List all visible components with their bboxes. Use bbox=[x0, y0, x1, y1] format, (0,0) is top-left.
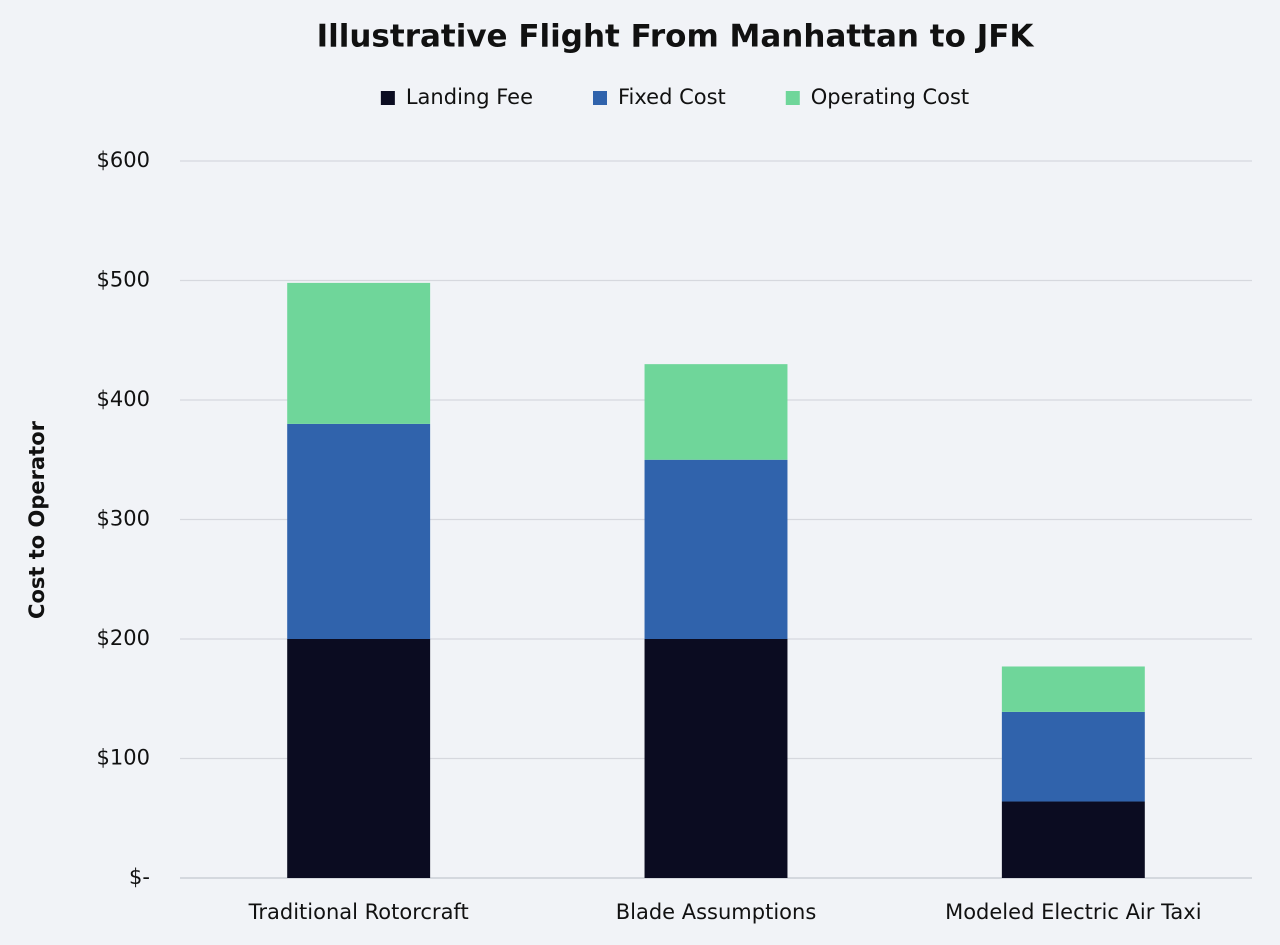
x-tick-label: Blade Assumptions bbox=[616, 900, 817, 924]
x-tick-label: Modeled Electric Air Taxi bbox=[945, 900, 1201, 924]
legend-label: Landing Fee bbox=[406, 85, 533, 109]
y-tick-label: $300 bbox=[97, 507, 150, 531]
bar-segment bbox=[644, 459, 788, 639]
bar-segment bbox=[1001, 666, 1145, 712]
legend-swatch bbox=[785, 91, 800, 105]
bar-segment bbox=[287, 639, 431, 878]
legend-swatch bbox=[593, 91, 607, 105]
y-tick-label: $600 bbox=[97, 148, 150, 172]
bar-segment bbox=[287, 282, 431, 424]
x-tick-label: Traditional Rotorcraft bbox=[248, 900, 469, 924]
legend-swatch bbox=[380, 91, 395, 105]
legend-label: Fixed Cost bbox=[618, 85, 726, 109]
y-tick-label: $500 bbox=[97, 268, 150, 292]
bar-segment bbox=[287, 423, 431, 639]
bar-segment bbox=[1001, 711, 1145, 802]
y-axis-label: Cost to Operator bbox=[25, 420, 49, 619]
y-tick-label: $- bbox=[129, 865, 150, 889]
bar-segment bbox=[1001, 801, 1145, 878]
y-tick-label: $100 bbox=[97, 746, 150, 770]
bar-segment bbox=[644, 639, 788, 878]
y-tick-label: $200 bbox=[97, 626, 150, 650]
chart-title: Illustrative Flight From Manhattan to JF… bbox=[317, 19, 1035, 55]
bar-segment bbox=[644, 364, 788, 460]
legend-label: Operating Cost bbox=[811, 85, 969, 109]
legend: Landing Fee Fixed Cost Operating Cost bbox=[380, 85, 969, 109]
y-tick-label: $400 bbox=[97, 387, 150, 411]
